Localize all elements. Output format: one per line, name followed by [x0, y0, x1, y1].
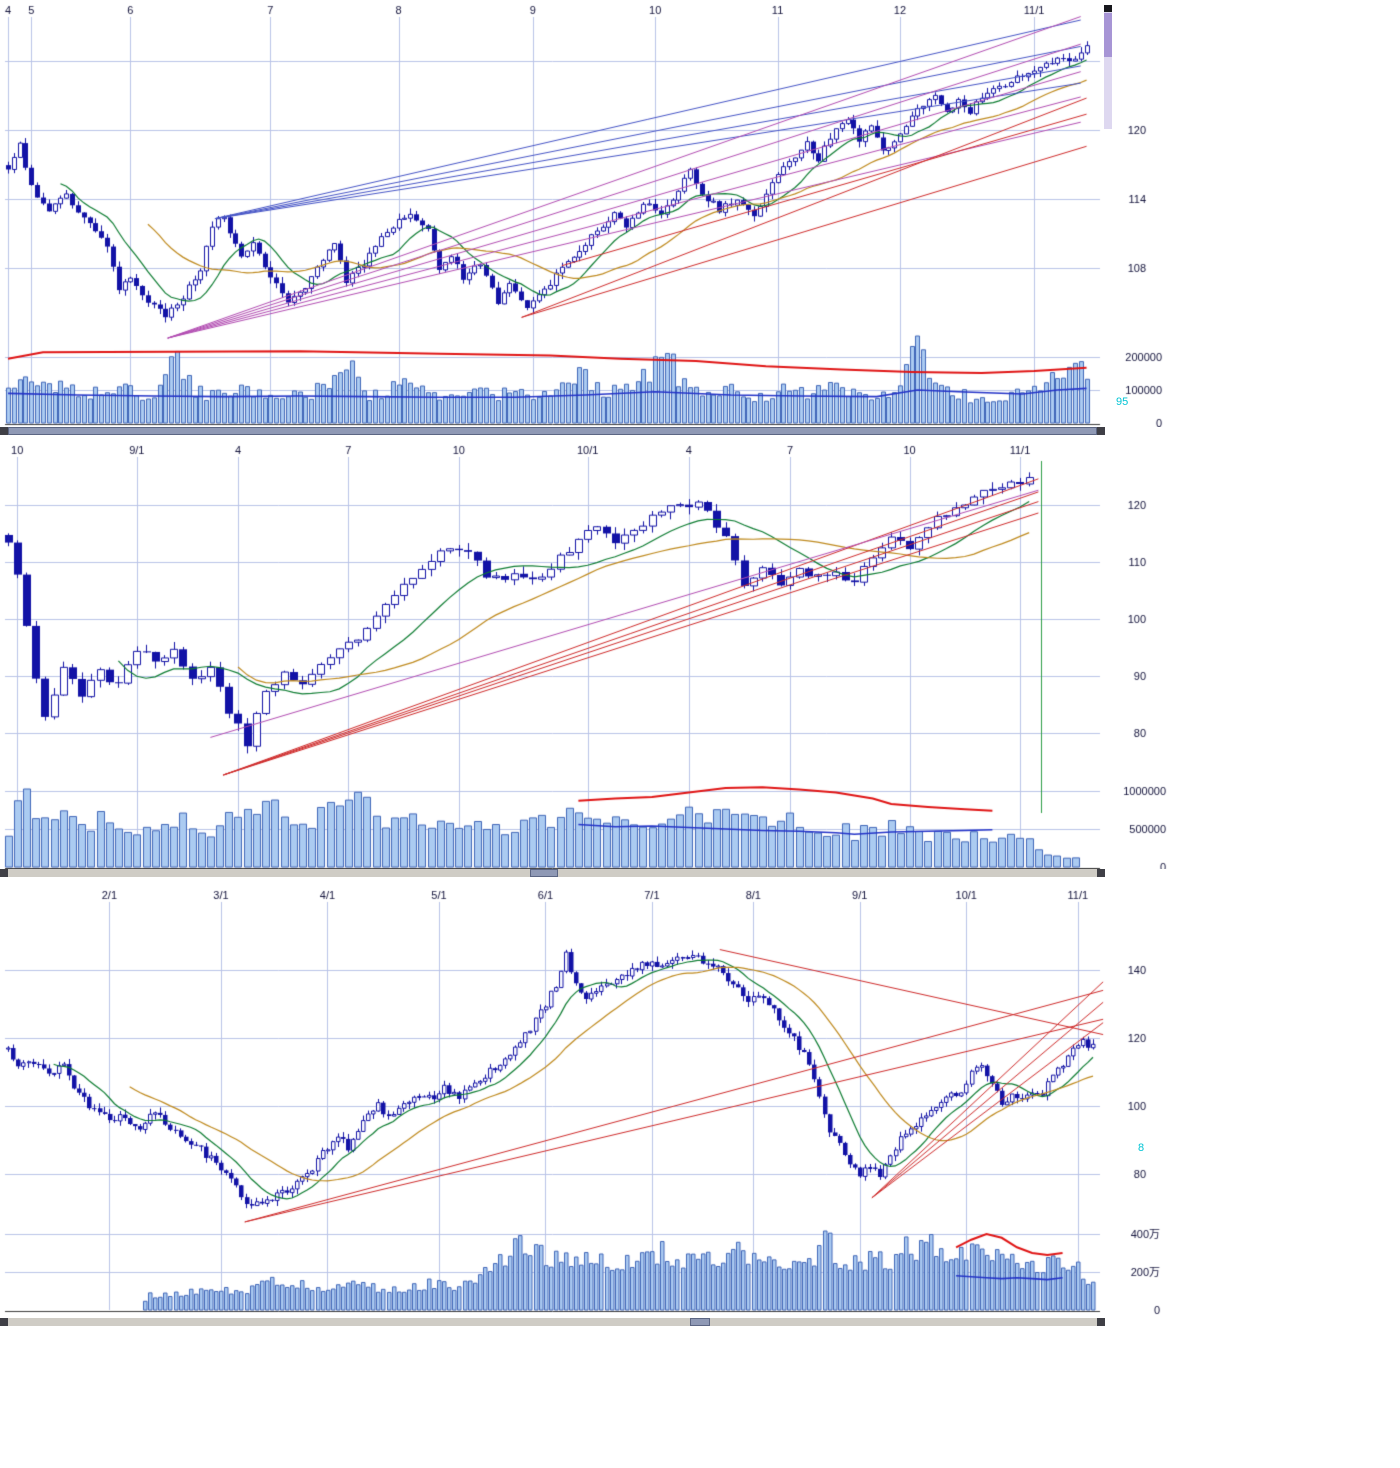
scroll-left-arrow[interactable]: [0, 427, 8, 435]
chart-1-axis-marker: 95: [1116, 396, 1129, 408]
chart-3-scroll-thumb[interactable]: [690, 1318, 710, 1326]
chart-1-scroll-thumb[interactable]: [8, 427, 1097, 435]
chart-canvas-3[interactable]: [0, 888, 1200, 1318]
chart-canvas-2[interactable]: [0, 443, 1200, 869]
chart-1-vscroll-top-cap[interactable]: [1104, 5, 1112, 12]
scroll-left-arrow[interactable]: [0, 869, 8, 877]
chart-1-vscroll-thumb[interactable]: [1104, 13, 1112, 57]
chart-canvas-1[interactable]: [0, 3, 1200, 427]
chart-1-horizontal-scrollbar[interactable]: [0, 427, 1105, 435]
scroll-right-arrow[interactable]: [1097, 869, 1105, 877]
scroll-right-arrow[interactable]: [1097, 1318, 1105, 1326]
chart-2-scroll-thumb[interactable]: [530, 869, 558, 877]
chart-2-horizontal-scrollbar[interactable]: [0, 869, 1105, 877]
chart-3-horizontal-scrollbar[interactable]: [0, 1318, 1105, 1326]
scroll-left-arrow[interactable]: [0, 1318, 8, 1326]
scroll-right-arrow[interactable]: [1097, 427, 1105, 435]
chart-3-axis-marker: 8: [1138, 1142, 1145, 1154]
chart-1-vertical-scrollbar[interactable]: [1104, 5, 1112, 129]
